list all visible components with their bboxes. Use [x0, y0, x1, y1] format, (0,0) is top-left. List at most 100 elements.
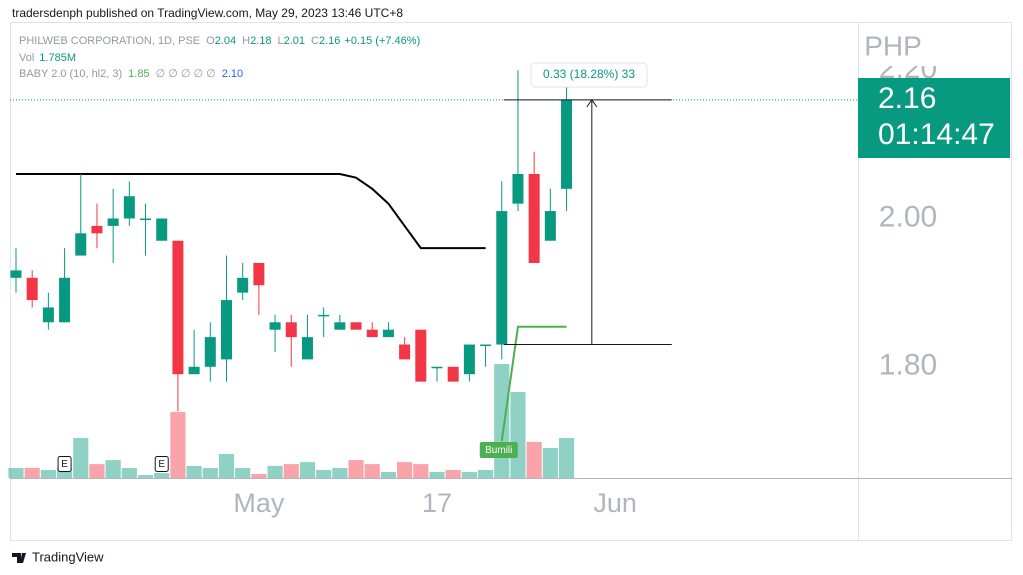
volume-bar — [477, 469, 494, 478]
event-box — [154, 456, 169, 472]
volume-bar — [56, 467, 73, 478]
candle-body — [156, 218, 168, 241]
indicator-line — [500, 325, 567, 442]
volume-bar — [542, 447, 558, 478]
candle-body — [91, 225, 103, 234]
price-tag-countdown: 01:14:47 — [878, 118, 995, 151]
candle-body — [285, 322, 297, 338]
candle-body — [561, 99, 573, 189]
indicator-low: 1.85 — [128, 68, 149, 80]
volume-bar — [283, 464, 299, 478]
volume-bar — [348, 460, 364, 478]
legend: PHILWEB CORPORATION, 1D, PSE O2.04 H2.18 L2… — [19, 35, 420, 80]
volume-bar — [429, 471, 445, 478]
candle-body — [463, 344, 475, 375]
volume-bar — [40, 469, 56, 478]
volume-bar — [121, 467, 137, 478]
candle-body — [59, 277, 71, 323]
measure-label-box — [530, 62, 648, 88]
candle-body — [431, 366, 443, 369]
candle-body — [107, 218, 119, 226]
event-label: E — [158, 459, 165, 470]
volume-bar — [267, 465, 283, 478]
signal-label: Bumili — [485, 445, 512, 456]
ohlc-key: O — [206, 35, 215, 47]
candle-body — [318, 314, 330, 317]
candle-body — [480, 344, 492, 347]
candle-body — [123, 196, 135, 219]
candle-body — [204, 337, 216, 367]
indicator-high: 2.10 — [222, 68, 243, 80]
volume-bar — [137, 475, 154, 478]
volume-bar — [413, 464, 429, 478]
candle-body — [544, 211, 556, 241]
volume-bar — [397, 462, 413, 478]
ohlc-value: 2.01 — [284, 35, 305, 47]
volume-bar — [105, 460, 121, 478]
ohlc-key: C — [311, 35, 319, 47]
ohlc-value: 2.18 — [250, 35, 271, 47]
candle-body — [382, 329, 394, 338]
candle-body — [512, 174, 524, 204]
legend-row: Vol 1.785M — [19, 52, 76, 64]
volume-bar — [154, 473, 170, 478]
candle-body — [26, 277, 38, 301]
measure-label: 0.33 (18.28%) 33 — [543, 67, 635, 81]
candle-body — [447, 366, 459, 382]
volume-bar — [24, 467, 40, 478]
x-tick-label: 17 — [422, 488, 452, 518]
indicator-name: BABY 2.0 (10, hl2, 3) — [19, 68, 122, 80]
volume-bar — [8, 467, 24, 478]
volume-bar — [186, 465, 202, 478]
volume-bar — [202, 467, 218, 478]
volume-key: Vol — [19, 52, 34, 64]
measure-arrowhead — [586, 98, 598, 108]
currency-label: PHP — [864, 30, 922, 61]
volume-bar — [235, 467, 251, 478]
candle-body — [334, 322, 346, 330]
x-tick-label: Jun — [593, 488, 637, 518]
ohlc-value: 2.16 — [319, 35, 340, 47]
indicator-empty: ∅ ∅ ∅ ∅ ∅ — [156, 68, 216, 80]
candle-body — [301, 337, 313, 360]
change: +0.15 (+7.46%) — [344, 35, 420, 47]
signal-box — [479, 442, 518, 458]
volume-bar — [445, 469, 461, 478]
indicator-line — [15, 173, 486, 250]
volume-bar — [73, 438, 89, 478]
candle-body — [366, 329, 378, 338]
candle-body — [399, 344, 411, 360]
ohlc-value: 2.04 — [215, 35, 236, 47]
volume-bar — [251, 473, 267, 478]
symbol: PHILWEB CORPORATION, 1D, PSE — [19, 35, 200, 47]
candle-body — [140, 218, 152, 220]
candle-body — [350, 322, 362, 330]
currency-backdrop — [862, 30, 942, 66]
volume-bar — [380, 471, 397, 478]
volume-bar — [332, 467, 348, 478]
event-box — [57, 456, 72, 472]
ohlc-key: L — [277, 35, 283, 47]
volume-bar — [558, 438, 575, 478]
event-label: E — [61, 459, 68, 470]
volume-bar — [299, 462, 316, 478]
volume-bar — [89, 464, 105, 478]
logo — [12, 553, 26, 563]
candle-body — [269, 322, 281, 330]
volume-value: 1.785M — [39, 52, 76, 64]
volume-bar — [494, 364, 510, 478]
candle-body — [42, 307, 54, 323]
volume-bar — [510, 391, 526, 478]
footer-brand: TradingView — [32, 549, 104, 564]
volume-bar — [218, 454, 235, 478]
candle-body — [237, 277, 249, 293]
candle-body — [253, 262, 265, 286]
price-tag — [858, 78, 1010, 158]
candle-body — [220, 300, 232, 360]
candle-body — [172, 240, 184, 375]
candle-body — [10, 270, 22, 278]
price-tag-value: 2.16 — [878, 82, 936, 115]
volume-bar — [526, 441, 542, 478]
y-tick-label: 2.00 — [879, 200, 937, 233]
